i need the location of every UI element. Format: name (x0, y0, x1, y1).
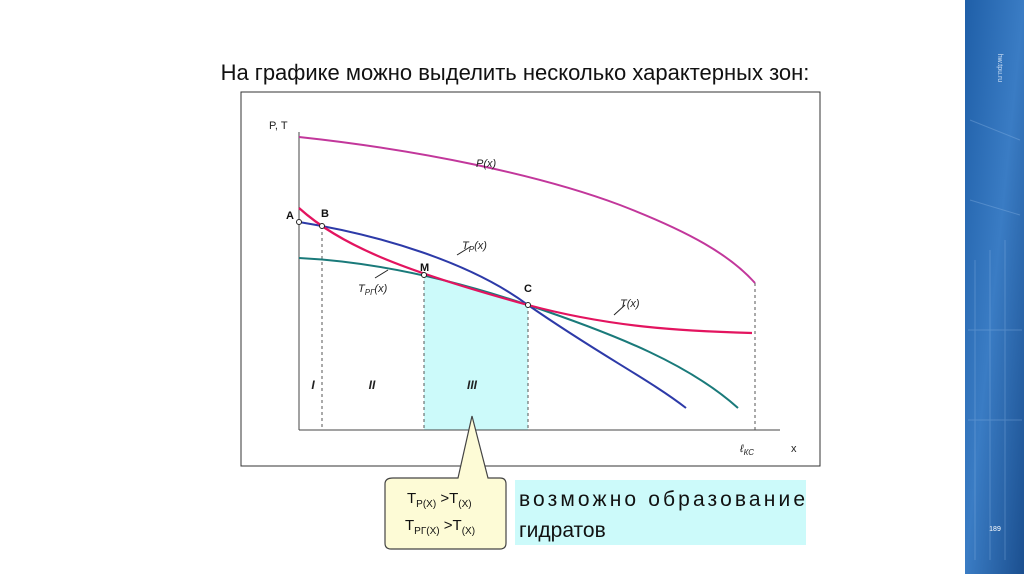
point-label: C (524, 283, 532, 295)
callout (384, 415, 507, 550)
axes (298, 132, 780, 431)
pressure-label: P(x) (476, 158, 497, 170)
chart-frame (240, 91, 821, 467)
tpg-label: TPГ(x) (358, 283, 388, 297)
zone-three-fill (424, 275, 528, 430)
note-line: гидратов (519, 519, 606, 542)
point-labels: A B M C (286, 208, 532, 295)
point-label: M (420, 262, 429, 274)
slide-title: На графике можно выделить несколько хара… (221, 60, 810, 85)
pressure-curve (298, 136, 756, 284)
x-axis-label: x (791, 443, 797, 455)
zone-label: I (311, 378, 315, 392)
label-leaders (374, 246, 626, 316)
y-axis-label: P, T (269, 120, 288, 132)
tp-label: TP(x) (462, 240, 487, 254)
page-number: 189 (989, 526, 1001, 533)
point-label: A (286, 210, 294, 222)
callout-line: TPГ(X) >T(X) (405, 517, 475, 537)
sidebar-texture (968, 119, 1022, 560)
zone-dividers (321, 226, 756, 430)
note-box (515, 480, 806, 545)
site-url: hw.tpu.ru (996, 54, 1003, 83)
temperature-label: T(x) (620, 298, 640, 310)
callout-line: TP(X) >T(X) (407, 490, 472, 510)
point-markers (296, 219, 531, 308)
zone-label: II (369, 378, 376, 392)
point-label: B (321, 208, 329, 220)
zone-label: III (467, 378, 478, 392)
x-end-label: ℓКС (739, 443, 754, 457)
sidebar (965, 0, 1024, 574)
zone-labels: I II III (311, 378, 477, 392)
